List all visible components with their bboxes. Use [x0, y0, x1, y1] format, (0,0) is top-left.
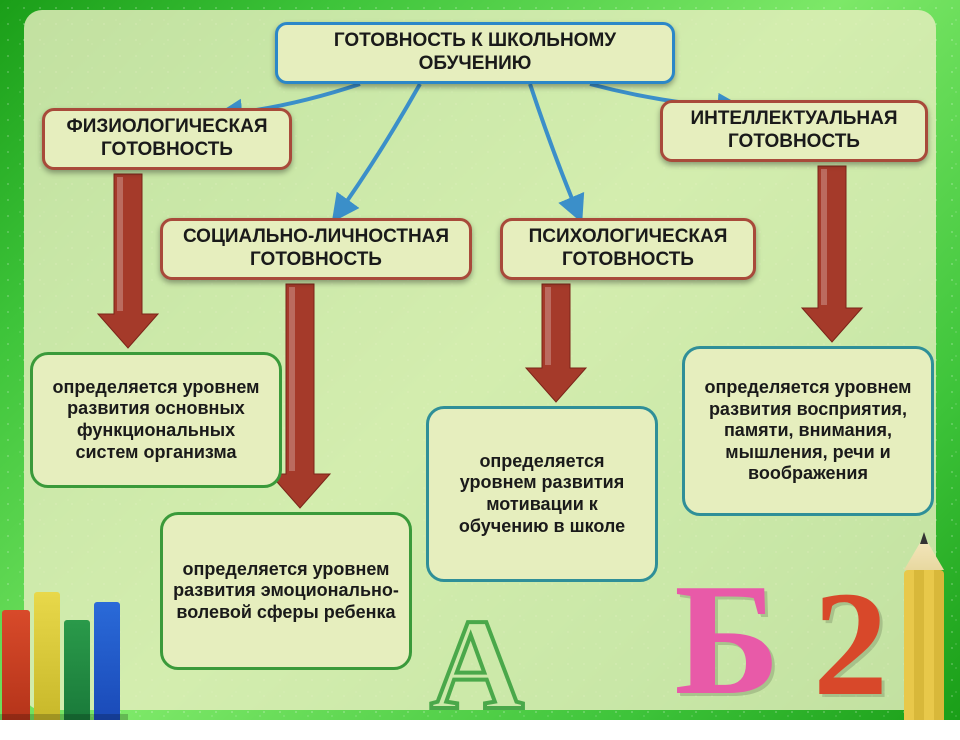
title-text: ГОТОВНОСТЬ К ШКОЛЬНОМУ ОБУЧЕНИЮ	[288, 30, 662, 76]
category-psychological: ПСИХОЛОГИЧЕСКАЯ ГОТОВНОСТЬ	[500, 218, 756, 280]
letter-a-icon: А	[430, 590, 524, 740]
books-icon	[0, 590, 140, 720]
definition-social: определяется уровнем развития эмоциональ…	[160, 512, 412, 670]
definition-physiological: определяется уровнем развития основных ф…	[30, 352, 282, 488]
definition-psychological: определяется уровнем развития мотивации …	[426, 406, 658, 582]
number-2-icon: 2	[813, 558, 888, 730]
letter-b-icon: Б	[674, 547, 780, 732]
category-physiological: ФИЗИОЛОГИЧЕСКАЯ ГОТОВНОСТЬ	[42, 108, 292, 170]
category-social: СОЦИАЛЬНО-ЛИЧНОСТНАЯ ГОТОВНОСТЬ	[160, 218, 472, 280]
category-intellectual: ИНТЕЛЛЕКТУАЛЬНАЯ ГОТОВНОСТЬ	[660, 100, 928, 162]
pencil-icon	[894, 530, 954, 720]
title-box: ГОТОВНОСТЬ К ШКОЛЬНОМУ ОБУЧЕНИЮ	[275, 22, 675, 84]
definition-intellectual: определяется уровнем развития восприятия…	[682, 346, 934, 516]
